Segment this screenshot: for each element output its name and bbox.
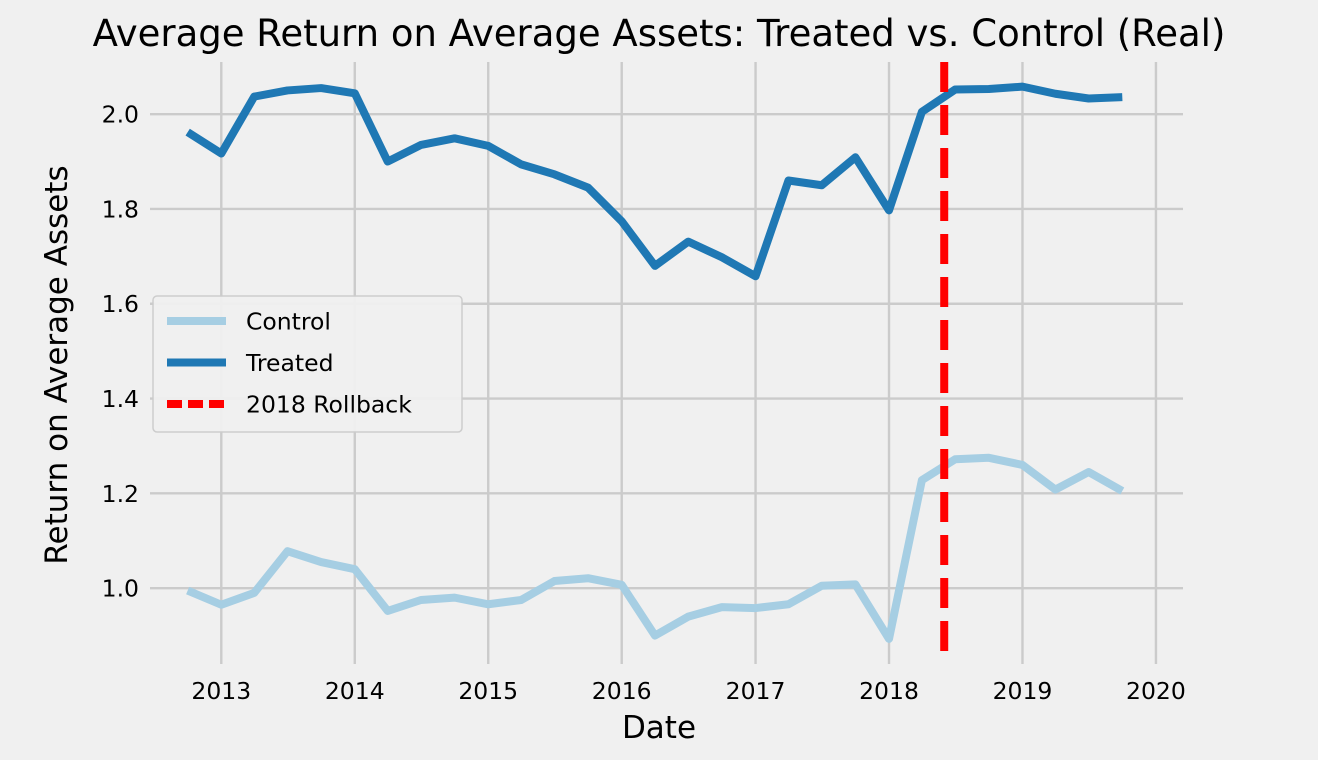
- series-line-treated: [185, 82, 1123, 281]
- y-tick-label: 1.6: [102, 290, 139, 318]
- x-tick-label: 2016: [592, 677, 652, 705]
- legend-entry-control-label: Control: [246, 308, 331, 336]
- series-line-control: [186, 453, 1125, 643]
- x-gridlines: [220, 62, 1158, 664]
- x-tick-labels: 2013 2014 2015 2016 2017 2018 2019 2020: [191, 677, 1185, 705]
- y-tick-label: 1.2: [102, 480, 139, 508]
- x-axis-label: Date: [622, 710, 696, 746]
- legend-box: [152, 295, 463, 433]
- legend-entry-rollback-label: 2018 Rollback: [246, 391, 412, 419]
- x-tick-label: 2015: [458, 677, 518, 705]
- legend: Control Treated 2018 Rollback: [152, 295, 463, 433]
- series-layer: [185, 82, 1125, 643]
- x-tick-label: 2014: [325, 677, 385, 705]
- x-tick-label: 2017: [726, 677, 786, 705]
- y-axis-label: Return on Average Assets: [39, 165, 75, 564]
- y-tick-label: 1.8: [102, 195, 139, 223]
- y-tick-label: 1.4: [102, 385, 139, 413]
- y-tick-label: 2.0: [102, 101, 139, 129]
- x-tick-label: 2013: [191, 677, 251, 705]
- y-tick-labels: 1.0 1.2 1.4 1.6 1.8 2.0: [102, 101, 139, 603]
- y-tick-label: 1.0: [102, 575, 139, 603]
- legend-entry-treated-label: Treated: [245, 349, 334, 377]
- chart-title: Average Return on Average Assets: Treate…: [93, 12, 1226, 55]
- x-tick-label: 2018: [859, 677, 919, 705]
- x-tick-label: 2019: [993, 677, 1053, 705]
- x-tick-label: 2020: [1126, 677, 1186, 705]
